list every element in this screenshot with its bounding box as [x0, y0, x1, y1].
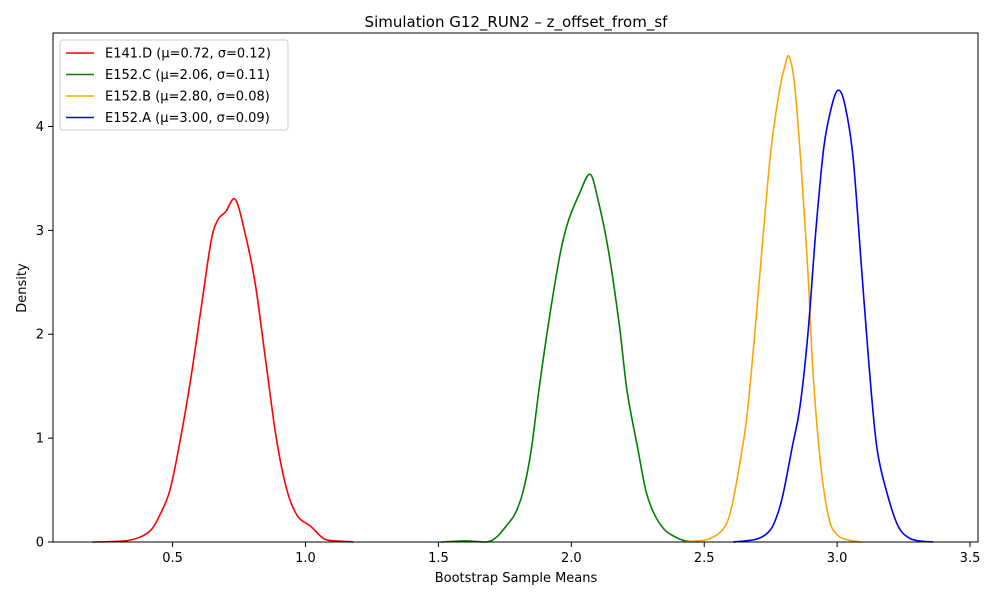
y-tick-label: 3 — [36, 224, 44, 239]
legend-items: E141.D (μ=0.72, σ=0.12) E152.C (μ=2.06, σ… — [66, 47, 271, 126]
x-tick-label: 3.0 — [827, 551, 848, 566]
x-tick-label: 3.5 — [960, 551, 981, 566]
series-line-3 — [682, 54, 862, 543]
plot-frame — [52, 32, 979, 543]
y-axis: 0 1 2 3 4 — [36, 120, 53, 551]
legend-label-3: E152.B (μ=2.80, σ=0.08) — [105, 90, 270, 105]
legend-label-2: E152.C (μ=2.06, σ=0.11) — [105, 68, 270, 83]
series-line-1 — [92, 197, 355, 543]
y-tick-label: 4 — [36, 120, 44, 135]
legend: E141.D (μ=0.72, σ=0.12) E152.C (μ=2.06, σ… — [59, 39, 289, 131]
series-line-2 — [440, 173, 700, 543]
legend-box — [59, 39, 289, 131]
y-tick-label: 2 — [36, 328, 44, 343]
y-tick-label: 1 — [36, 432, 44, 447]
legend-label-1: E141.D (μ=0.72, σ=0.12) — [105, 47, 271, 62]
x-tick-label: 2.5 — [694, 551, 715, 566]
x-tick-label: 2.0 — [561, 551, 582, 566]
y-tick-label: 0 — [36, 536, 44, 551]
chart-title: Simulation G12_RUN2 – z_offset_from_sf — [365, 13, 669, 32]
x-tick-label: 0.5 — [162, 551, 183, 566]
series-line-4 — [732, 89, 934, 543]
y-axis-label: Density — [15, 263, 30, 313]
plot-area — [52, 32, 979, 543]
legend-label-4: E152.A (μ=3.00, σ=0.09) — [105, 111, 270, 126]
series-layer — [92, 54, 934, 543]
x-tick-label: 1.0 — [295, 551, 316, 566]
x-axis-label: Bootstrap Sample Means — [435, 571, 598, 586]
x-tick-label: 1.5 — [428, 551, 449, 566]
x-axis: 0.5 1.0 1.5 2.0 2.5 3.0 3.5 — [162, 542, 980, 566]
